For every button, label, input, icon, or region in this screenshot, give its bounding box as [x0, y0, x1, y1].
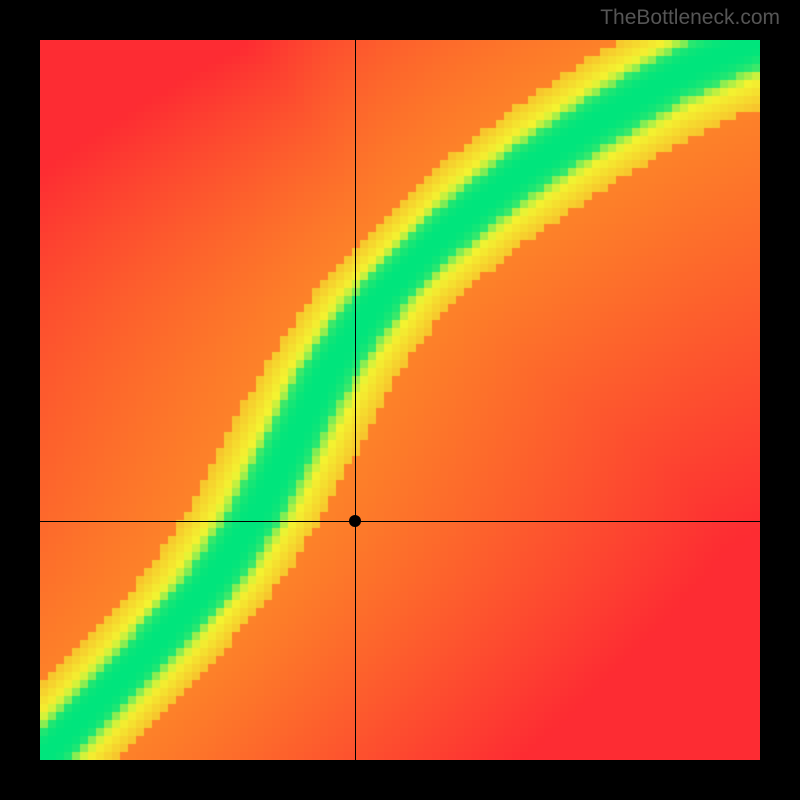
- watermark-text: TheBottleneck.com: [600, 6, 780, 30]
- heatmap-canvas: [40, 40, 760, 760]
- plot-area: [40, 40, 760, 760]
- chart-container: TheBottleneck.com: [0, 0, 800, 800]
- data-point-marker: [349, 515, 361, 527]
- crosshair-horizontal: [40, 521, 760, 522]
- crosshair-vertical: [355, 40, 356, 760]
